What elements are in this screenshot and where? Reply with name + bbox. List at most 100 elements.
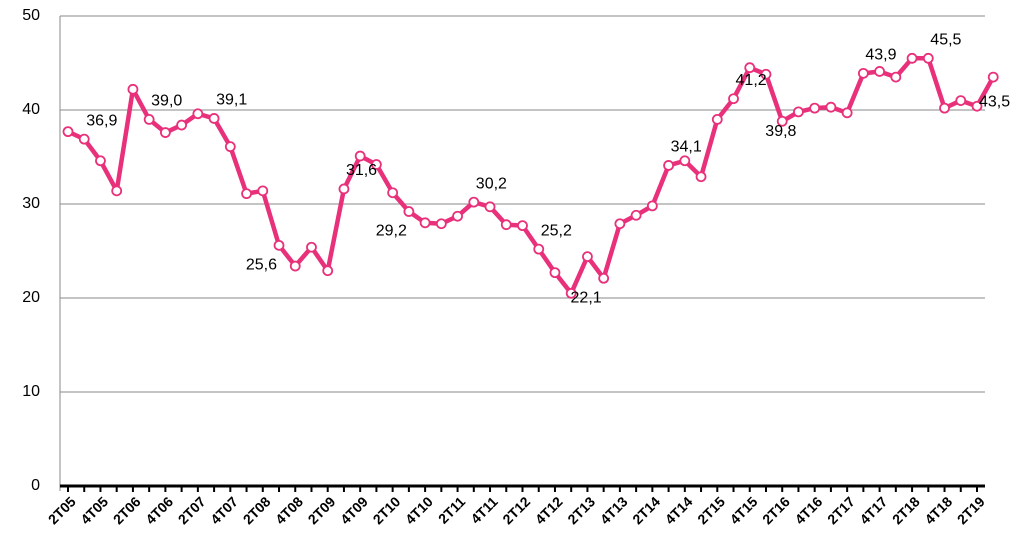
marker [630,209,642,221]
marker [825,101,837,113]
x-tick-label: 2T09 [305,493,339,527]
marker [159,127,171,138]
data-label: 29,2 [376,223,407,240]
x-tick-label: 2T07 [175,493,209,527]
marker [273,239,285,251]
marker [95,155,106,167]
x-tick-label: 4T12 [532,493,566,527]
marker [192,108,204,120]
marker [939,102,950,114]
x-tick-label: 4T16 [792,493,826,527]
marker [874,66,886,77]
x-tick-label: 4T09 [337,493,371,527]
data-label: 25,6 [246,257,277,274]
marker [776,115,788,127]
x-tick-label: 2T14 [629,493,663,527]
marker [371,159,382,170]
marker [403,206,415,217]
marker [387,187,399,199]
x-tick-label: 2T08 [240,493,274,527]
data-label: 30,2 [476,175,507,192]
marker [241,188,252,200]
marker [517,220,528,232]
marker [62,126,74,138]
marker [922,52,934,64]
marker [598,272,610,284]
x-tick-label: 2T19 [954,493,988,527]
marker [744,62,756,74]
marker [143,114,155,125]
line [67,56,996,296]
marker [955,95,967,106]
data-label: 45,5 [930,32,961,49]
x-tick-label: 2T18 [889,493,923,527]
y-tick-label: 10 [22,383,40,400]
marker [484,201,496,213]
x-tick-label: 4T10 [402,493,436,527]
marker [306,241,317,253]
marker [176,119,188,131]
x-tick-label: 2T10 [369,493,403,527]
marker [565,287,577,299]
marker [890,71,902,83]
x-tick-label: 2T11 [435,493,468,526]
marker [841,107,853,119]
marker [500,219,512,231]
x-tick-label: 4T18 [921,493,955,527]
marker [322,265,334,277]
data-label: 39,8 [765,123,796,140]
marker [419,217,431,229]
marker [289,260,301,272]
marker [711,114,723,125]
marker [127,83,139,95]
data-label: 41,2 [736,72,767,89]
x-tick-label: 4T05 [77,493,111,527]
x-tick-label: 2T16 [759,493,793,527]
data-label: 39,0 [151,93,182,110]
marker [452,210,463,222]
marker [208,113,220,124]
data-label: 25,2 [541,222,572,239]
x-tick-label: 2T12 [499,493,533,527]
marker [257,185,269,197]
x-tick-label: 2T15 [694,493,728,527]
marker [906,52,918,64]
y-tick-label: 40 [22,101,40,118]
x-tick-label: 2T06 [110,493,144,527]
marker [679,155,691,167]
y-tick-label: 30 [22,195,40,212]
marker [111,185,123,197]
data-label: 31,6 [346,162,377,179]
data-label: 43,9 [865,47,896,64]
marker [338,183,350,195]
x-tick-label: 4T14 [662,493,696,527]
x-tick-label: 4T08 [272,493,306,527]
marker [857,67,869,79]
marker [549,267,561,279]
y-tick-label: 0 [31,477,40,494]
marker [582,251,593,263]
x-tick-label: 2T13 [564,493,598,527]
data-label: 36,9 [86,112,117,129]
y-tick-label: 20 [22,289,40,306]
data-label: 39,1 [216,92,247,109]
marker [809,102,821,114]
x-tick-label: 4T15 [727,493,761,527]
x-tick-label: 4T17 [856,493,890,527]
marker [435,218,447,230]
x-tick-label: 4T06 [142,493,176,527]
marker [971,100,983,112]
marker [646,200,658,212]
x-tick-label: 4T07 [207,493,241,527]
marker [663,160,674,171]
marker [224,141,236,153]
marker [354,150,366,162]
marker [695,171,707,183]
marker [987,71,999,83]
marker [760,68,772,80]
x-tick-label: 2T05 [45,493,79,527]
marker [614,218,626,230]
x-tick-label: 4T11 [467,493,500,526]
marker [533,243,545,255]
x-tick-label: 4T13 [597,493,631,527]
